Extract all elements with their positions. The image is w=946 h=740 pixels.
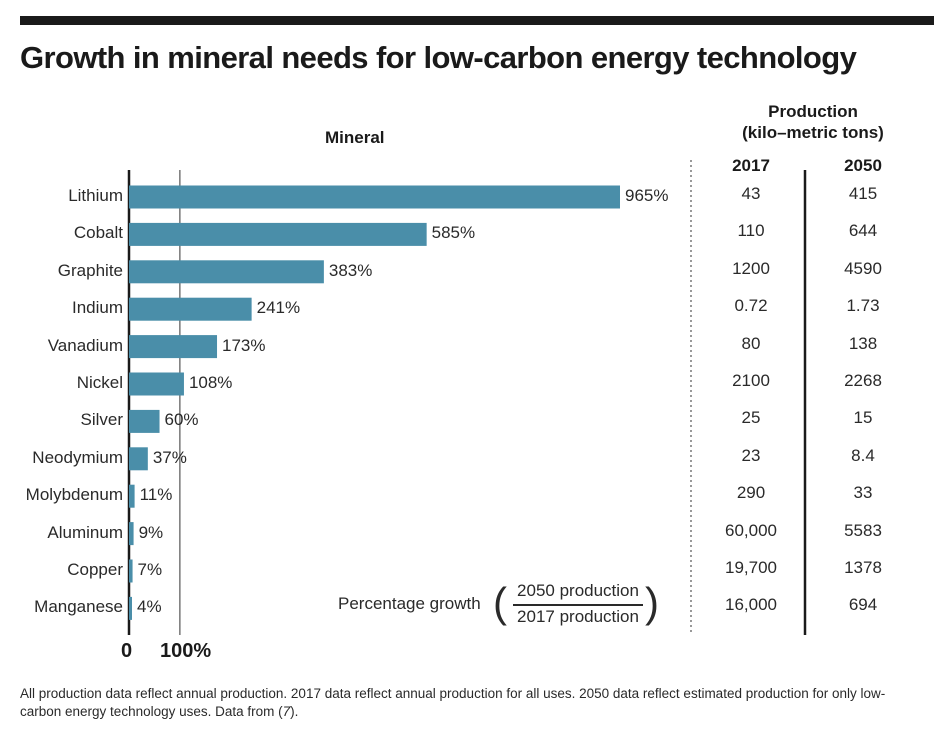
column-header-2017: 2017	[732, 156, 770, 175]
category-label-indium: Indium	[71, 298, 123, 318]
category-label-nickel: Nickel	[76, 373, 123, 392]
category-label-aluminum: Aluminum	[47, 522, 123, 542]
production-2050-molybdenum: 33	[853, 483, 873, 503]
value-label-aluminum: 9%	[138, 522, 164, 542]
production-2050-neodymium: 8.4	[851, 445, 875, 465]
category-label-neodymium: Neodymium	[32, 447, 123, 467]
value-label-neodymium: 37%	[152, 447, 187, 467]
footnote-text: All production data reflect annual produ…	[20, 686, 886, 719]
value-label-graphite: 383%	[328, 260, 373, 280]
production-2050-vanadium: 138	[848, 333, 878, 353]
formula-numerator: 2050 production	[517, 581, 639, 600]
category-label-manganese: Manganese	[34, 597, 123, 617]
footnote-end: ).	[290, 704, 299, 719]
bar-aluminum	[129, 522, 134, 546]
value-label-nickel: 108%	[188, 373, 233, 392]
production-2017-graphite: 1200	[732, 258, 770, 278]
production-2050-indium: 1.73	[846, 296, 880, 316]
formula-close-paren: )	[645, 579, 659, 626]
bar-vanadium	[129, 335, 218, 359]
category-label-copper: Copper	[67, 560, 123, 579]
column-header-2050: 2050	[844, 156, 882, 175]
production-2017-silver: 25	[741, 408, 761, 428]
category-label-molybdenum: Molybdenum	[25, 485, 123, 505]
category-label-lithium: Lithium	[68, 186, 123, 205]
bar-lithium	[129, 185, 620, 209]
growth-formula: Percentage growth ( 2050 production 2017…	[338, 580, 668, 630]
production-2050-lithium: 415	[848, 184, 878, 203]
chart-title: Growth in mineral needs for low-carbon e…	[20, 40, 857, 75]
production-header-line1: Production	[768, 102, 858, 121]
production-2017-vanadium: 80	[741, 333, 761, 353]
bar-indium	[129, 297, 252, 321]
production-2017-lithium: 43	[741, 184, 761, 203]
production-2050-cobalt: 644	[848, 221, 878, 241]
category-label-vanadium: Vanadium	[47, 335, 123, 355]
value-label-vanadium: 173%	[222, 335, 266, 355]
production-2050-aluminum: 5583	[844, 520, 882, 540]
value-label-indium: 241%	[256, 298, 301, 318]
bar-manganese	[129, 596, 132, 620]
bar-nickel	[129, 372, 184, 396]
formula-fraction-bar	[513, 604, 643, 606]
category-label-silver: Silver	[80, 410, 123, 430]
category-label-graphite: Graphite	[57, 260, 123, 280]
value-label-copper: 7%	[137, 560, 163, 579]
value-label-molybdenum: 11%	[139, 485, 173, 505]
bar-cobalt	[129, 222, 427, 246]
axis-tick-100: 100%	[160, 640, 212, 662]
axis-tick-0: 0	[121, 640, 133, 662]
bar-molybdenum	[129, 484, 135, 508]
formula-denominator: 2017 production	[517, 607, 639, 626]
mineral-header: Mineral	[325, 128, 385, 147]
bar-graphite	[129, 260, 324, 284]
production-header: Production (kilo–metric tons)	[718, 101, 908, 143]
production-2017-aluminum: 60,000	[725, 520, 777, 540]
footnote: All production data reflect annual produ…	[20, 685, 920, 721]
production-2017-manganese: 16,000	[725, 595, 777, 615]
formula-label: Percentage growth	[338, 594, 481, 613]
top-rule	[20, 16, 934, 25]
production-2050-nickel: 2268	[844, 371, 882, 390]
production-2050-copper: 1378	[844, 558, 882, 577]
bar-silver	[129, 409, 160, 433]
production-2017-copper: 19,700	[725, 558, 777, 577]
production-2017-nickel: 2100	[732, 371, 770, 390]
production-2050-silver: 15	[853, 408, 873, 428]
production-header-line2: (kilo–metric tons)	[742, 123, 884, 142]
production-2017-neodymium: 23	[741, 445, 761, 465]
production-2017-indium: 0.72	[734, 296, 768, 316]
production-2050-manganese: 694	[848, 595, 878, 615]
production-2017-molybdenum: 290	[736, 483, 766, 503]
formula-open-paren: (	[493, 579, 507, 626]
category-label-cobalt: Cobalt	[73, 223, 123, 243]
bar-copper	[129, 559, 133, 583]
production-2017-cobalt: 110	[737, 221, 765, 241]
bar-neodymium	[129, 447, 148, 471]
production-2050-graphite: 4590	[844, 258, 882, 278]
footnote-ref: 7	[282, 704, 291, 719]
value-label-lithium: 965%	[625, 186, 669, 205]
value-label-cobalt: 585%	[431, 223, 476, 243]
value-label-silver: 60%	[164, 410, 199, 430]
value-label-manganese: 4%	[137, 597, 162, 617]
